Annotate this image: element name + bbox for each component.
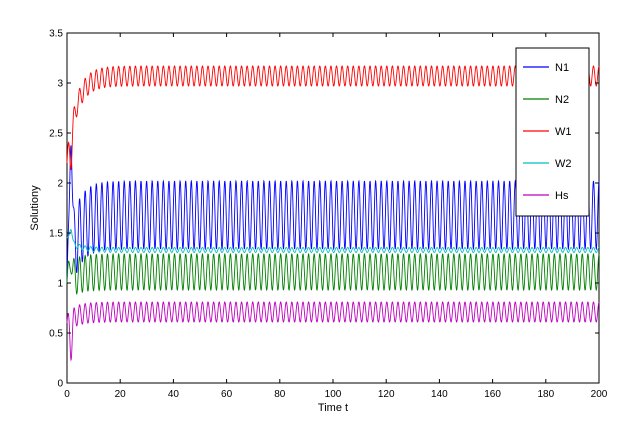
- x-tick-label: 80: [274, 389, 286, 400]
- x-tick-label: 160: [484, 389, 501, 400]
- y-axis-label: Solutiony: [29, 185, 41, 231]
- series-line-w1: [66, 65, 600, 170]
- legend-box: [515, 47, 590, 217]
- legend-label-w1: W1: [555, 126, 572, 138]
- legend-label-hs: Hs: [555, 190, 569, 202]
- series-line-n1: [66, 145, 600, 283]
- y-tick-label: 0.5: [49, 329, 63, 340]
- y-tick-label: 0: [57, 379, 63, 390]
- y-tick-label: 2.5: [49, 129, 63, 140]
- x-axis-label: Time t: [318, 402, 348, 414]
- y-tick-label: 1: [57, 279, 63, 290]
- x-tick-label: 140: [431, 389, 448, 400]
- plot-lines: [66, 65, 600, 362]
- y-tick-label: 3.5: [49, 29, 63, 40]
- series-line-n2: [66, 252, 600, 296]
- x-tick-label: 180: [537, 389, 554, 400]
- legend-label-n1: N1: [555, 62, 569, 74]
- x-tick-label: 60: [221, 389, 233, 400]
- y-tick-label: 1.5: [49, 229, 63, 240]
- plot-area: [66, 32, 600, 384]
- legend-label-w2: W2: [555, 158, 572, 170]
- x-tick-label: 120: [378, 389, 395, 400]
- series-line-w2: [66, 228, 600, 253]
- legend: N1 N2 W1 W2 Hs: [515, 47, 590, 217]
- x-tick-label: 40: [168, 389, 180, 400]
- legend-label-n2: N2: [555, 94, 569, 106]
- y-tick-label: 2: [57, 179, 63, 190]
- x-tick-label: 0: [64, 389, 70, 400]
- axis-ticks: 0 20 40 60 80 100 120 140 160 180 200 0 0.5 1 1.5 2 2.5 3…: [49, 29, 608, 401]
- y-tick-label: 3: [57, 79, 63, 90]
- series-line-hs: [66, 301, 600, 362]
- x-tick-label: 20: [115, 389, 127, 400]
- x-tick-label: 100: [325, 389, 342, 400]
- x-tick-label: 200: [591, 389, 608, 400]
